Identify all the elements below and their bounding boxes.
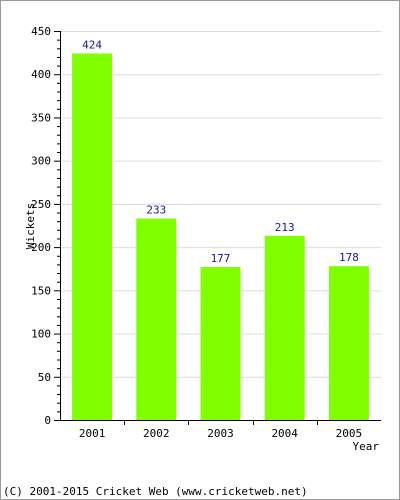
value-label: 213 xyxy=(275,221,295,234)
value-label: 177 xyxy=(211,252,231,265)
gridlines xyxy=(60,31,381,378)
y-axis-title: Wickets xyxy=(24,203,37,249)
x-tick-label: 2004 xyxy=(271,427,298,440)
x-tick-label: 2001 xyxy=(79,427,106,440)
y-tick-label: 300 xyxy=(31,155,51,168)
x-axis-title: Year xyxy=(353,440,380,453)
y-tick-label: 150 xyxy=(31,284,51,297)
y-tick-labels: 0 50 100 150 200 250 300 350 400 450 xyxy=(31,25,51,427)
y-tick-label: 250 xyxy=(31,198,51,211)
y-tick-label: 350 xyxy=(31,111,51,124)
bar-2001 xyxy=(72,53,113,420)
y-tick-label: 100 xyxy=(31,328,51,341)
x-tick-label: 2002 xyxy=(143,427,170,440)
bar-2005 xyxy=(328,266,369,420)
bar-2003 xyxy=(200,266,241,420)
value-labels: 424 233 177 213 178 xyxy=(82,38,359,265)
copyright-footer: (C) 2001-2015 Cricket Web (www.cricketwe… xyxy=(3,485,308,498)
bar-2002 xyxy=(136,218,177,420)
axes xyxy=(54,31,381,425)
y-tick-label: 450 xyxy=(31,25,51,38)
x-tick-label: 2003 xyxy=(207,427,234,440)
y-tick-label: 400 xyxy=(31,68,51,81)
bars xyxy=(72,53,369,420)
value-label: 178 xyxy=(339,251,359,264)
y-tick-label: 0 xyxy=(44,414,51,427)
bar-2004 xyxy=(264,235,305,420)
value-label: 424 xyxy=(82,38,102,51)
x-tick-label: 2005 xyxy=(336,427,363,440)
y-tick-label: 200 xyxy=(31,241,51,254)
value-label: 233 xyxy=(146,204,166,217)
y-tick-label: 50 xyxy=(38,371,51,384)
x-tick-labels: 2001 2002 2003 2004 2005 xyxy=(79,427,362,440)
